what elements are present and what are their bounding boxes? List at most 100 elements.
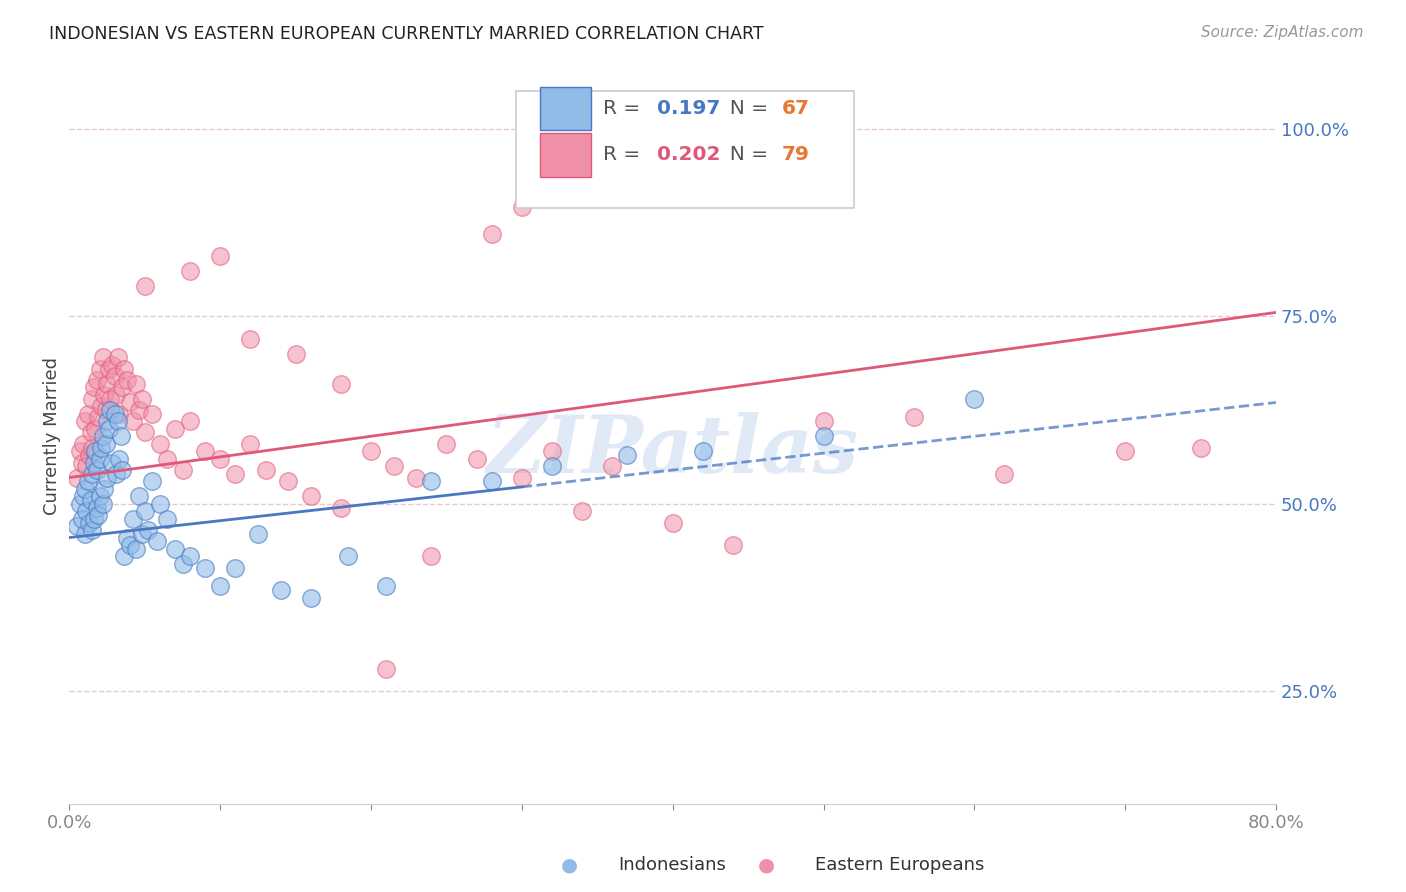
Point [194, 560, 217, 574]
Point [692, 444, 714, 458]
Point [284, 347, 307, 361]
Point [329, 376, 352, 391]
Point [75, 504, 97, 518]
Point [97, 361, 120, 376]
Point [100, 358, 122, 372]
Point [1189, 441, 1212, 455]
Text: INDONESIAN VS EASTERN EUROPEAN CURRENTLY MARRIED CORRELATION CHART: INDONESIAN VS EASTERN EUROPEAN CURRENTLY… [49, 25, 763, 43]
Point [72, 489, 94, 503]
Point [89, 361, 111, 376]
Point [96, 414, 118, 428]
Text: ●: ● [758, 855, 775, 875]
Point [465, 451, 488, 466]
Point [80, 392, 103, 406]
Point [104, 369, 127, 384]
Point [239, 332, 262, 346]
Point [813, 429, 835, 443]
Point [337, 549, 360, 564]
Point [963, 392, 986, 406]
Point [112, 361, 135, 376]
Point [83, 512, 105, 526]
Point [90, 399, 112, 413]
Point [149, 436, 172, 450]
Point [80, 467, 103, 481]
Point [108, 451, 131, 466]
Text: 0.202: 0.202 [657, 145, 720, 164]
Point [73, 526, 96, 541]
Point [571, 504, 593, 518]
Point [76, 475, 98, 489]
Y-axis label: Currently Married: Currently Married [44, 358, 60, 516]
Point [270, 583, 292, 598]
Point [420, 549, 443, 564]
Point [107, 414, 129, 428]
Point [96, 470, 118, 484]
Point [382, 459, 405, 474]
Point [481, 475, 503, 489]
Point [91, 429, 114, 443]
Point [86, 463, 108, 477]
Point [239, 436, 262, 450]
FancyBboxPatch shape [540, 133, 591, 177]
Point [91, 497, 114, 511]
Point [134, 425, 156, 440]
Point [179, 414, 201, 428]
Point [121, 414, 143, 428]
Text: 79: 79 [782, 145, 810, 164]
Point [661, 516, 683, 530]
Point [721, 538, 744, 552]
Point [209, 579, 232, 593]
Text: 67: 67 [782, 99, 810, 118]
Point [510, 470, 533, 484]
Point [73, 482, 96, 496]
Point [903, 410, 925, 425]
Point [104, 407, 127, 421]
Point [94, 403, 117, 417]
Point [420, 475, 443, 489]
Point [254, 463, 277, 477]
Point [194, 444, 217, 458]
Point [224, 560, 246, 574]
Point [69, 444, 91, 458]
Point [209, 451, 232, 466]
Point [360, 444, 382, 458]
Point [121, 512, 143, 526]
Point [70, 512, 93, 526]
Point [97, 422, 120, 436]
Point [179, 264, 201, 278]
Point [115, 531, 138, 545]
Point [993, 467, 1015, 481]
Point [224, 467, 246, 481]
Point [80, 523, 103, 537]
Point [96, 376, 118, 391]
Text: Indonesians: Indonesians [619, 856, 727, 874]
Point [83, 380, 105, 394]
Point [79, 425, 101, 440]
Point [375, 579, 398, 593]
Point [77, 516, 100, 530]
Point [87, 508, 110, 522]
Point [98, 403, 121, 417]
Point [541, 174, 564, 188]
Point [541, 444, 564, 458]
Point [110, 429, 132, 443]
Point [141, 475, 163, 489]
Point [163, 541, 186, 556]
FancyBboxPatch shape [540, 87, 591, 130]
Point [277, 475, 299, 489]
Point [481, 227, 503, 241]
Point [83, 456, 105, 470]
Point [75, 459, 97, 474]
Point [156, 512, 179, 526]
Point [128, 489, 150, 503]
Text: N =: N = [717, 145, 775, 164]
Point [593, 121, 616, 136]
Point [105, 388, 128, 402]
Point [510, 200, 533, 214]
Point [107, 351, 129, 365]
Point [134, 504, 156, 518]
Text: 0.197: 0.197 [657, 99, 720, 118]
Point [136, 523, 159, 537]
Point [84, 444, 107, 458]
Point [87, 410, 110, 425]
